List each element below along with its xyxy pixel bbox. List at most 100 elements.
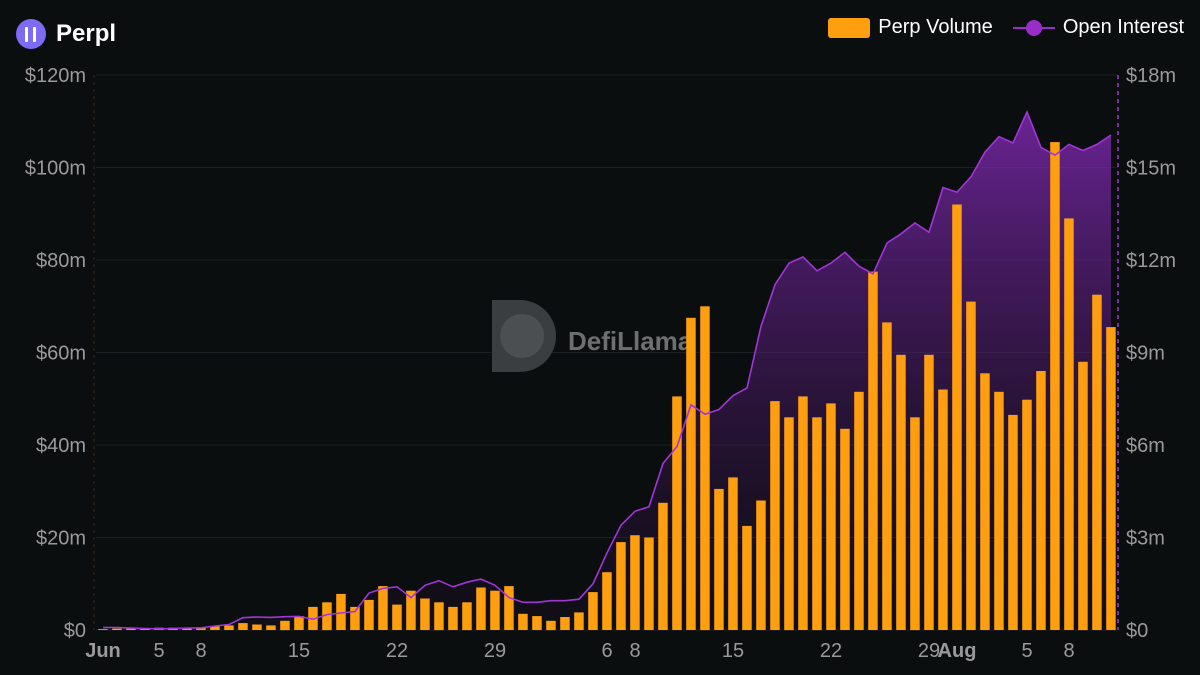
open-interest-line-layer xyxy=(103,109,1112,630)
volume-bar[interactable] xyxy=(476,587,486,631)
volume-bar[interactable] xyxy=(616,542,626,630)
watermark-text: DefiLlama xyxy=(568,326,693,356)
x-axis-tick: 5 xyxy=(153,640,164,662)
perp-volume-swatch xyxy=(828,17,871,38)
left-axis-tick: $100m xyxy=(25,158,86,180)
volume-bar[interactable] xyxy=(518,613,528,630)
volume-bar[interactable] xyxy=(252,624,262,631)
volume-bar[interactable] xyxy=(448,606,458,630)
volume-bar[interactable] xyxy=(1022,399,1032,630)
x-axis-tick: 22 xyxy=(386,640,408,662)
legend-item-perp-volume[interactable]: Perp Volume xyxy=(828,16,993,39)
right-axis-tick: $3m xyxy=(1126,528,1165,550)
volume-bar[interactable] xyxy=(98,629,108,630)
open-interest-swatch xyxy=(1012,18,1055,38)
right-axis-tick: $15m xyxy=(1126,158,1176,180)
volume-bar[interactable] xyxy=(210,626,220,630)
volume-bar[interactable] xyxy=(112,628,122,630)
volume-bar[interactable] xyxy=(266,625,276,630)
volume-bar[interactable] xyxy=(574,612,584,630)
volume-bar[interactable] xyxy=(462,602,472,631)
volume-bar[interactable] xyxy=(602,572,612,630)
volume-bar[interactable] xyxy=(658,502,668,630)
right-axis-tick: $9m xyxy=(1126,343,1165,365)
volume-bar[interactable] xyxy=(280,620,290,631)
volume-bar[interactable] xyxy=(756,500,766,631)
volume-bar[interactable] xyxy=(924,354,934,630)
x-axis-tick: 8 xyxy=(629,640,640,662)
volume-bar[interactable] xyxy=(336,593,346,630)
left-axis-tick: $120m xyxy=(25,65,86,87)
volume-bar[interactable] xyxy=(1078,361,1088,631)
volume-bar[interactable] xyxy=(700,306,710,631)
volume-bar[interactable] xyxy=(966,301,976,630)
volume-bar[interactable] xyxy=(994,391,1004,630)
volume-bar[interactable] xyxy=(644,537,654,631)
left-axis-tick: $0 xyxy=(64,620,86,642)
volume-bar[interactable] xyxy=(350,606,360,630)
right-axis: $0 $3m $6m $9m $12m $15m $18m xyxy=(1126,65,1176,642)
volume-bar[interactable] xyxy=(882,322,892,630)
volume-bar[interactable] xyxy=(406,590,416,630)
volume-bar[interactable] xyxy=(910,417,920,631)
volume-bar[interactable] xyxy=(742,525,752,630)
volume-bar[interactable] xyxy=(224,625,234,630)
volume-bar[interactable] xyxy=(840,428,850,630)
volume-bar[interactable] xyxy=(714,488,724,630)
volume-bar[interactable] xyxy=(784,417,794,631)
volume-bar[interactable] xyxy=(1064,218,1074,630)
volume-bar[interactable] xyxy=(1008,414,1018,630)
right-axis-tick: $6m xyxy=(1126,435,1165,457)
volume-bar[interactable] xyxy=(980,373,990,630)
volume-bar[interactable] xyxy=(1092,294,1102,630)
left-axis-tick: $20m xyxy=(36,528,86,550)
left-axis-tick: $80m xyxy=(36,250,86,272)
volume-bar[interactable] xyxy=(938,389,948,631)
volume-bar[interactable] xyxy=(490,590,500,630)
volume-bar[interactable] xyxy=(364,599,374,630)
x-axis-tick: 8 xyxy=(1063,640,1074,662)
volume-bar[interactable] xyxy=(686,317,696,630)
volume-bar[interactable] xyxy=(434,602,444,631)
left-axis-tick: $40m xyxy=(36,435,86,457)
legend-item-open-interest[interactable]: Open Interest xyxy=(1012,16,1184,39)
x-axis-tick: 29 xyxy=(918,640,940,662)
volume-bar[interactable] xyxy=(770,401,780,630)
x-axis-tick: 8 xyxy=(195,640,206,662)
volume-bar[interactable] xyxy=(728,477,738,630)
legend-label-perp-volume: Perp Volume xyxy=(878,16,993,38)
x-axis-tick: 5 xyxy=(1021,640,1032,662)
volume-bar[interactable] xyxy=(896,354,906,630)
left-axis: $0 $20m $40m $60m $80m $100m $120m xyxy=(25,65,86,642)
volume-bar[interactable] xyxy=(420,598,430,631)
volume-bar[interactable] xyxy=(854,391,864,630)
volume-bar[interactable] xyxy=(1036,371,1046,630)
x-axis-tick: Aug xyxy=(938,640,977,662)
volume-bar[interactable] xyxy=(560,617,570,630)
volume-bar[interactable] xyxy=(378,586,388,630)
volume-bar[interactable] xyxy=(126,628,136,630)
volume-bar[interactable] xyxy=(532,616,542,630)
volume-bar[interactable] xyxy=(868,271,878,630)
x-axis-tick: 15 xyxy=(722,640,744,662)
volume-bar[interactable] xyxy=(952,204,962,631)
volume-bar[interactable] xyxy=(798,396,808,630)
volume-bar[interactable] xyxy=(588,592,598,630)
open-interest-line[interactable] xyxy=(103,109,1112,630)
volume-bar[interactable] xyxy=(812,417,822,631)
volume-bar[interactable] xyxy=(322,602,332,631)
volume-bar[interactable] xyxy=(826,403,836,630)
volume-bar[interactable] xyxy=(630,535,640,630)
perpl-logo xyxy=(16,19,46,49)
volume-bar[interactable] xyxy=(504,586,514,630)
x-axis-tick: 6 xyxy=(601,640,612,662)
volume-bar[interactable] xyxy=(672,396,682,630)
volume-bar[interactable] xyxy=(1106,327,1116,630)
volume-bar[interactable] xyxy=(1050,142,1060,630)
volume-bar[interactable] xyxy=(392,604,402,630)
volume-bar[interactable] xyxy=(238,623,248,630)
volume-bar[interactable] xyxy=(294,616,304,630)
volume-bar[interactable] xyxy=(546,620,556,631)
